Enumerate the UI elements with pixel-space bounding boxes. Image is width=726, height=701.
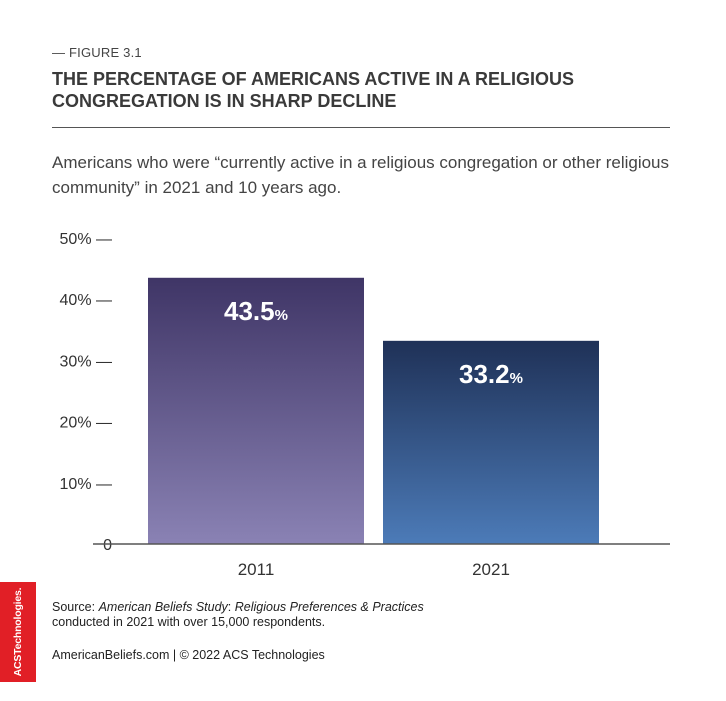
- acs-logo-tab: ACSTechnologies.: [0, 582, 36, 682]
- y-tick-label: 40% —: [60, 292, 112, 309]
- footer-credit: AmericanBeliefs.com | © 2022 ACS Technol…: [52, 648, 325, 662]
- bar-2011: [148, 277, 364, 544]
- chart-title: THE PERCENTAGE OF AMERICANS ACTIVE IN A …: [52, 69, 575, 111]
- x-tick-label: 2021: [472, 560, 510, 579]
- acs-logo-text: ACSTechnologies.: [12, 587, 24, 677]
- y-tick-label: 20% —: [60, 415, 112, 432]
- figure-label: — FIGURE 3.1: [52, 45, 142, 60]
- bar-2021: [383, 340, 599, 544]
- y-tick-label: 10% —: [60, 476, 112, 493]
- source-detail: conducted in 2021 with over 15,000 respo…: [52, 615, 326, 629]
- title-divider: [52, 127, 670, 128]
- chart-subtitle: Americans who were “currently active in …: [52, 153, 670, 197]
- data-label: 43.5%: [224, 296, 288, 326]
- bar-chart: 0 10% — 20% — 30% — 40% — 50% — 43.5% 2011 33.2%…: [60, 231, 670, 579]
- source-separator: :: [227, 600, 235, 614]
- source-topic: Religious Preferences & Practices: [234, 600, 424, 614]
- source-note: Source: American Beliefs Study: Religiou…: [52, 600, 652, 630]
- x-tick-label: 2011: [238, 560, 275, 579]
- y-tick-label: 30% —: [60, 353, 112, 370]
- source-study: American Beliefs Study: [98, 600, 228, 614]
- y-tick-label: 50% —: [60, 231, 112, 248]
- y-tick-label: 0: [103, 537, 112, 554]
- source-prefix: Source:: [52, 600, 99, 614]
- data-label: 33.2%: [459, 359, 523, 389]
